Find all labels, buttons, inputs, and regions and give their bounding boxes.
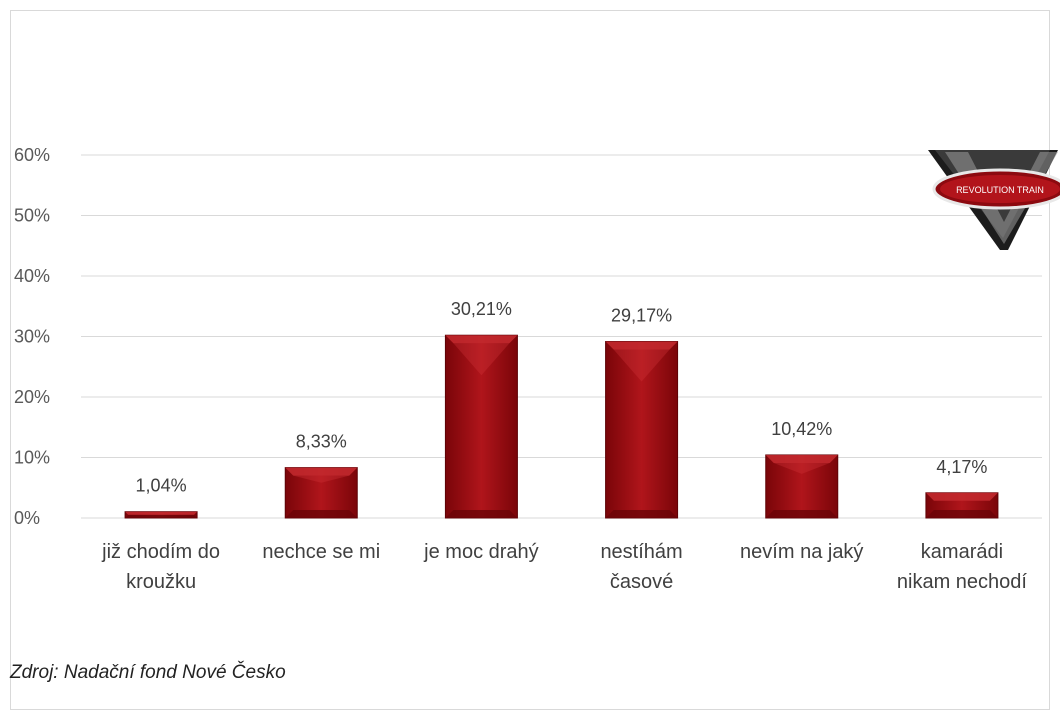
revolution-train-logo: REVOLUTION TRAIN xyxy=(928,150,1060,250)
bar xyxy=(765,454,839,519)
bar xyxy=(605,341,679,519)
source-note: Zdroj: Nadační fond Nové Česko xyxy=(10,662,286,683)
gridlines xyxy=(81,154,1042,519)
data-label: 1,04% xyxy=(136,476,187,496)
y-tick-label: 20% xyxy=(14,387,50,407)
bar xyxy=(124,511,198,519)
x-axis-categories: již chodím do kroužku nechce se mi je moc d… xyxy=(101,541,1027,593)
y-tick-label: 50% xyxy=(14,206,50,226)
logo-text: REVOLUTION TRAIN xyxy=(956,185,1044,195)
y-tick-label: 10% xyxy=(14,448,50,468)
bars xyxy=(124,334,999,519)
x-category-label: nechce se mi xyxy=(262,541,380,563)
data-label: 10,42% xyxy=(771,419,832,439)
y-tick-label: 60% xyxy=(14,145,50,165)
y-tick-label: 40% xyxy=(14,266,50,286)
x-category-label: kamarádi nikam nechodí xyxy=(897,541,1028,593)
x-category-label: je moc drahý xyxy=(423,541,539,563)
y-tick-label: 30% xyxy=(14,327,50,347)
bar xyxy=(284,467,358,519)
bar-chart: 0% 10% 20% 30% 40% 50% 60% 1,04% 8,33% 30,21% 29,… xyxy=(14,145,1060,593)
y-axis-ticks: 0% 10% 20% 30% 40% 50% 60% xyxy=(14,145,50,528)
x-category-label: již chodím do kroužku xyxy=(101,541,220,593)
x-category-label: nevím na jaký xyxy=(740,541,863,563)
data-labels: 1,04% 8,33% 30,21% 29,17% 10,42% 4,17% xyxy=(136,299,988,495)
bar xyxy=(444,334,518,519)
data-label: 4,17% xyxy=(936,457,987,477)
bar xyxy=(925,492,999,519)
y-tick-label: 0% xyxy=(14,508,40,528)
data-label: 29,17% xyxy=(611,306,672,326)
data-label: 30,21% xyxy=(451,299,512,319)
data-label: 8,33% xyxy=(296,432,347,452)
x-category-label: nestíhám časové xyxy=(600,541,682,593)
